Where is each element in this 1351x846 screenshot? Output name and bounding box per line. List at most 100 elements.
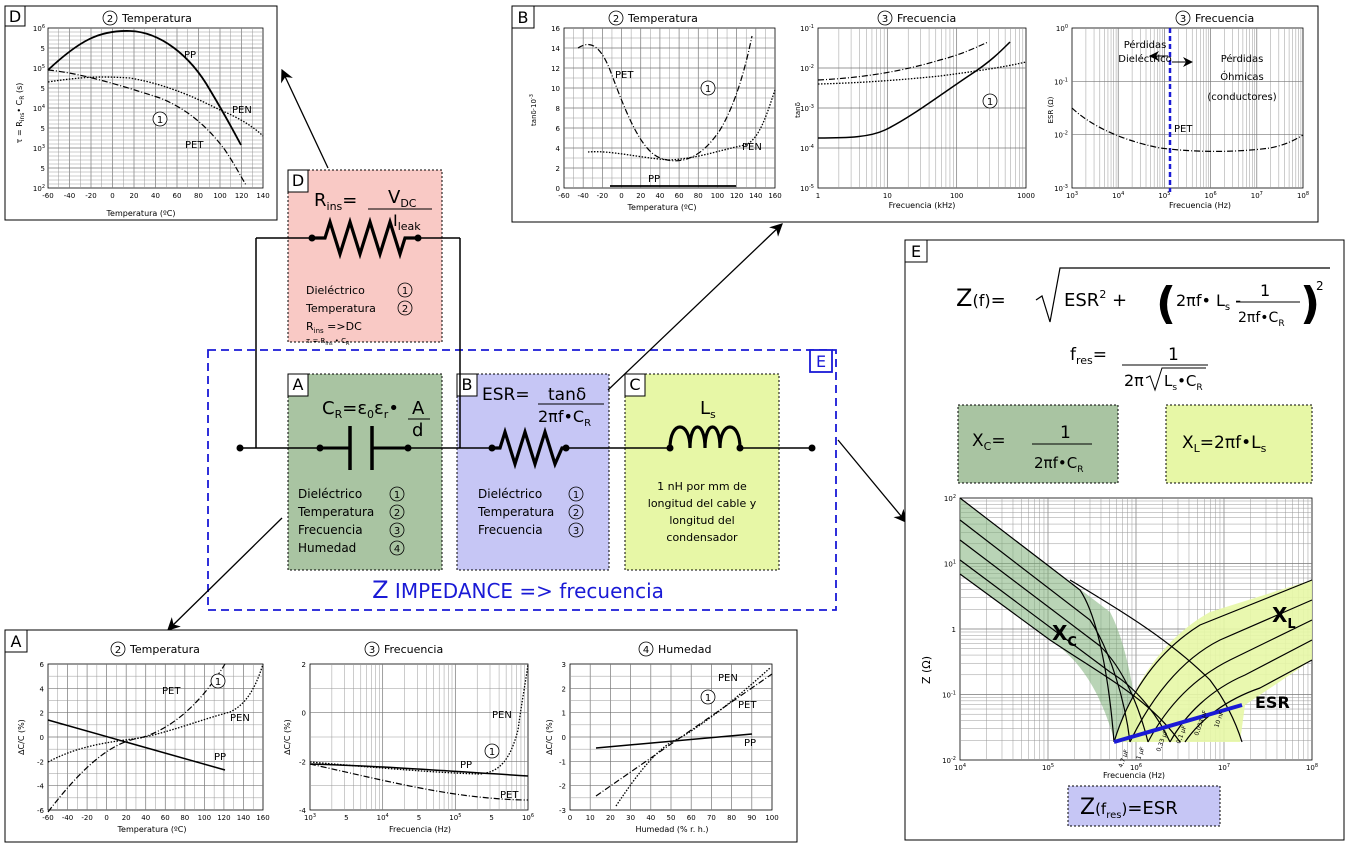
tick-label: 107: [1218, 763, 1230, 772]
box-a-letter: A: [293, 375, 304, 394]
box-a-formula-lhs: CR=ε0εr•: [322, 398, 399, 421]
chart-b3-ylabel: ESR (Ω): [1047, 96, 1055, 123]
xl-box: [1165, 404, 1313, 484]
tick-label: 120: [217, 814, 230, 822]
tick-label: 20: [636, 192, 645, 200]
zf-lhs: Z(f)=: [956, 284, 1006, 312]
tick-label: -2: [37, 758, 44, 766]
chart-a1-circle: 2: [115, 645, 121, 656]
zf-paren-left: (: [1156, 278, 1176, 329]
tick-label: 102: [33, 184, 45, 193]
box-a-formula-num: A: [412, 398, 425, 419]
chart-a3-pen-label: PEN: [718, 673, 738, 684]
box-a-capacitance: [287, 373, 443, 571]
tick-label: 0: [104, 814, 108, 822]
esr-resistor: [492, 426, 566, 470]
tick-label: 10-5: [800, 184, 814, 193]
tick-label: 100: [950, 192, 963, 200]
arrow-to-panel-e: [837, 439, 907, 524]
circuit-area: D Rins= VDC Ileak Dieléctrico Temperatur…: [167, 68, 907, 631]
chart-a2-pen-label: PEN: [492, 710, 512, 721]
box-d-item-temperature: Temperatura: [305, 302, 376, 315]
tick-label: -60: [558, 192, 569, 200]
tick-label: 1: [816, 192, 820, 200]
tick-label: 105: [33, 64, 45, 73]
chart-b2-solid-curve: [817, 41, 1011, 139]
tick-label: 60: [173, 192, 182, 200]
box-d-tau: τ = Rins • CR: [306, 337, 350, 347]
tick-label: 0: [562, 734, 566, 742]
chart-b3-right-label-2: Óhmicas: [1220, 70, 1264, 83]
tick-label: 14: [551, 45, 560, 53]
tick-label: 160: [256, 814, 269, 822]
rins-resistor: [312, 216, 418, 260]
tick-label: 104: [33, 104, 45, 113]
tick-label: 10-1: [1054, 77, 1068, 86]
xc-lhs: XC=: [972, 431, 1006, 453]
chart-d-pet-curve: [47, 69, 247, 186]
chart-a3-circle: 4: [643, 645, 649, 656]
tick-label: 10-2: [1054, 131, 1068, 140]
tick-label: -2: [299, 758, 306, 766]
chart-a1-xlabel: Temperatura (ºC): [117, 825, 187, 834]
tick-label: 4: [556, 145, 561, 153]
tick-label: 2: [562, 685, 566, 693]
chart-d-yticks: 106 5 105 5 104 5 103 5 102: [33, 24, 45, 193]
chart-b2-title: Frecuencia: [897, 12, 956, 25]
tick-label: 10: [586, 814, 595, 822]
chart-d-grid: [47, 27, 264, 189]
chart-a3-xticks: 0 10 20 30 40 50 60 70 80 90 100: [568, 814, 779, 822]
z-chart-ylabel: Z (Ω): [920, 656, 933, 684]
chart-b3-xticks: 103 104 105 106 107 108: [1066, 191, 1309, 200]
fres-den: 2π: [1124, 371, 1144, 390]
zf-square: 2: [1316, 279, 1324, 293]
tick-label: 80: [694, 192, 703, 200]
box-b-esr: [456, 373, 610, 571]
tick-label: 105: [1042, 763, 1054, 772]
z-chart-xticks: 104 105 106 107 108: [954, 763, 1318, 772]
zf-esr: ESR2 +: [1064, 288, 1127, 311]
chart-b2-yticks: 10-1 10-2 10-3 10-4 10-5: [800, 24, 814, 193]
chart-b1-ylabel: tanδ·10-3: [529, 94, 538, 126]
chart-a3-yticks: 3 2 1 0 -1 -2 -3: [559, 661, 566, 815]
tick-label: 104: [954, 763, 966, 772]
chart-a3-ylabel: ∆C/C (%): [545, 719, 554, 756]
tick-label: 30: [626, 814, 635, 822]
chart-b3-circle: 3: [1180, 14, 1186, 25]
tick-label: 106: [1205, 191, 1217, 200]
tick-label: 5: [41, 85, 45, 93]
chart-d-xlabel: Temperatura (ºC): [106, 209, 176, 218]
chart-a3-xlabel: Humedad (% r. h.): [635, 825, 708, 834]
tick-label: 10: [883, 192, 892, 200]
tick-label: 6: [556, 125, 561, 133]
chart-d-pen-curve: [47, 76, 264, 137]
zf-frac-num: 1: [1260, 281, 1270, 300]
chart-d-xticks: -60 -40 -20 0 20 40 60 80 100 120 140: [42, 192, 269, 200]
tick-label: 100: [711, 192, 724, 200]
zfres-box: [1067, 785, 1221, 827]
xl-chart-label: XL: [1272, 603, 1296, 632]
z-chart-xlabel: Frecuencia (Hz): [1103, 771, 1165, 780]
tick-label: 103: [33, 144, 45, 153]
tick-label: -20: [81, 814, 92, 822]
box-b-circle-1: 1: [573, 490, 579, 501]
chart-b3-yticks: 100 10-1 10-2 10-3: [1054, 24, 1068, 193]
tick-label: 10-3: [800, 104, 814, 113]
chart-a1-pen-curve: [47, 663, 264, 763]
chart-b1-xticks: -60 -40 -20 0 20 40 60 80 100 120 140 160: [558, 192, 781, 200]
box-e-letter: E: [816, 352, 826, 371]
esr-chart-label: ESR: [1255, 693, 1290, 712]
box-b-item-frequency: Frecuencia: [478, 523, 543, 537]
tick-label: 100: [198, 814, 211, 822]
tick-label: 50: [667, 814, 676, 822]
chart-a-letter: A: [11, 632, 22, 651]
chart-b2-dotted-curve: [817, 61, 1027, 85]
box-d-item-dielectric: Dieléctrico: [306, 284, 365, 297]
box-a-circle-3: 3: [394, 526, 400, 537]
tick-label: 20: [130, 192, 139, 200]
tick-label: 8: [556, 105, 560, 113]
tick-label: 3: [562, 661, 566, 669]
tick-label: -1: [559, 758, 566, 766]
tick-label: 160: [768, 192, 781, 200]
tick-label: 5: [489, 814, 493, 822]
